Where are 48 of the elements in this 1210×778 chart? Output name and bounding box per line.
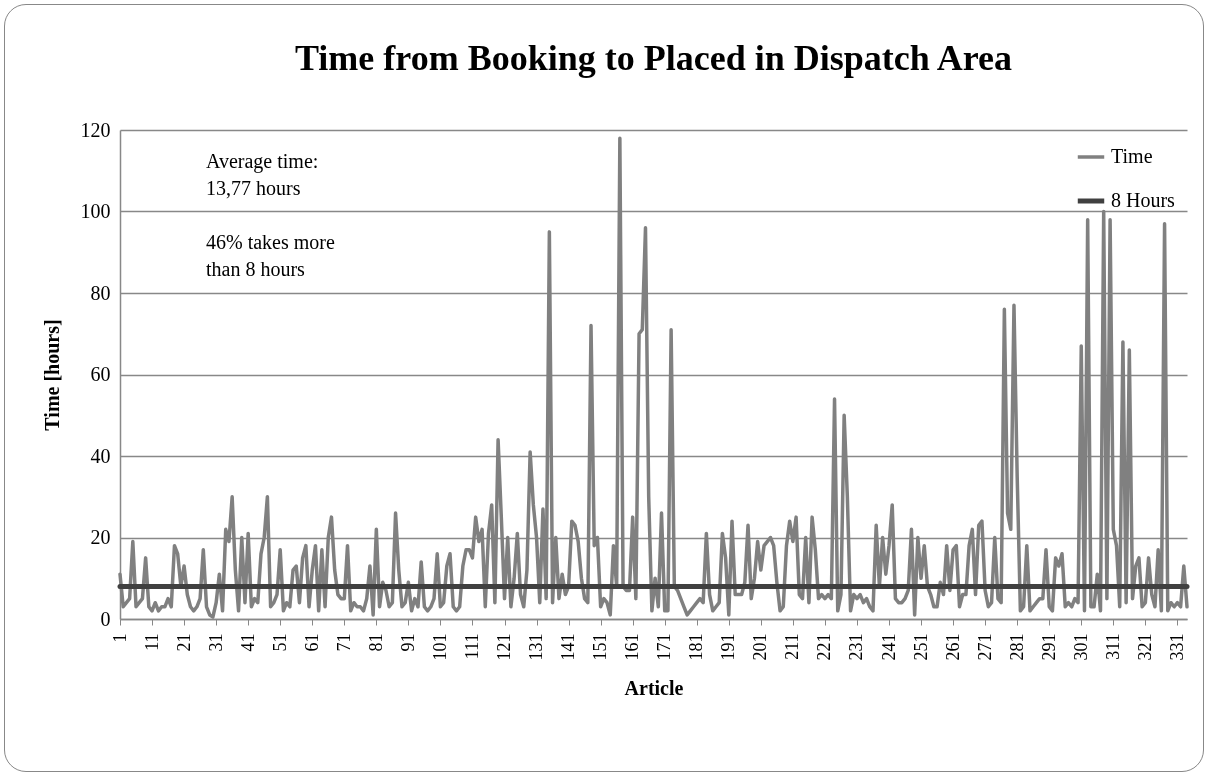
x-tick-label: 311 — [1102, 633, 1123, 660]
x-tick-label: 111 — [461, 633, 482, 660]
x-tick-label: 221 — [814, 633, 835, 661]
x-tick-label: 331 — [1166, 633, 1187, 661]
chart-title: Time from Booking to Placed in Dispatch Area — [294, 38, 1013, 78]
x-tick-label: 301 — [1070, 633, 1091, 661]
x-tick-label: 271 — [974, 633, 995, 661]
x-tick-label: 291 — [1038, 633, 1059, 661]
x-tick-label: 181 — [686, 633, 707, 661]
x-tick-label: 31 — [205, 633, 226, 652]
annotation: 46% takes more than 8 hours — [206, 230, 336, 282]
y-tick-label: 0 — [100, 607, 111, 630]
annotation: Average time: 13,77 hours — [206, 149, 320, 201]
x-tick-label: 51 — [269, 633, 290, 652]
legend-label: Time — [1111, 145, 1153, 167]
x-tick-label: 101 — [429, 633, 450, 661]
y-tick-label: 40 — [90, 444, 111, 467]
x-tick-label: 121 — [494, 633, 514, 661]
x-tick-label: 131 — [526, 633, 547, 661]
x-tick-label: 231 — [846, 633, 867, 661]
x-tick-label: 281 — [1006, 633, 1027, 661]
x-tick-label: 191 — [718, 633, 739, 661]
legend-label: 8 Hours — [1111, 189, 1176, 211]
x-tick-label: 11 — [141, 633, 162, 651]
x-tick-label: 91 — [397, 633, 418, 652]
y-tick-label: 100 — [80, 200, 111, 222]
x-tick-label: 241 — [878, 633, 899, 661]
y-tick-label: 20 — [90, 526, 111, 548]
y-tick-label: 60 — [90, 363, 111, 385]
x-tick-label: 171 — [654, 633, 675, 661]
y-tick-label: 120 — [80, 118, 111, 141]
x-tick-label: 71 — [333, 633, 354, 652]
y-tick-label: 80 — [90, 281, 111, 304]
x-tick-label: 141 — [558, 633, 579, 661]
x-tick-label: 321 — [1134, 633, 1155, 661]
x-tick-label: 41 — [237, 633, 258, 652]
x-tick-label: 81 — [365, 633, 386, 652]
x-tick-label: 201 — [750, 633, 771, 661]
x-tick-label: 1 — [109, 633, 130, 643]
x-tick-label: 151 — [590, 633, 611, 661]
x-tick-label: 261 — [942, 633, 963, 661]
x-tick-label: 211 — [782, 633, 803, 660]
x-tick-label: 251 — [910, 633, 931, 661]
x-axis-title: Article — [624, 676, 684, 699]
x-tick-label: 161 — [622, 633, 643, 661]
x-tick-label: 61 — [301, 633, 322, 652]
x-tick-label: 21 — [173, 633, 194, 652]
y-axis-title: Time [hours] — [40, 319, 63, 431]
